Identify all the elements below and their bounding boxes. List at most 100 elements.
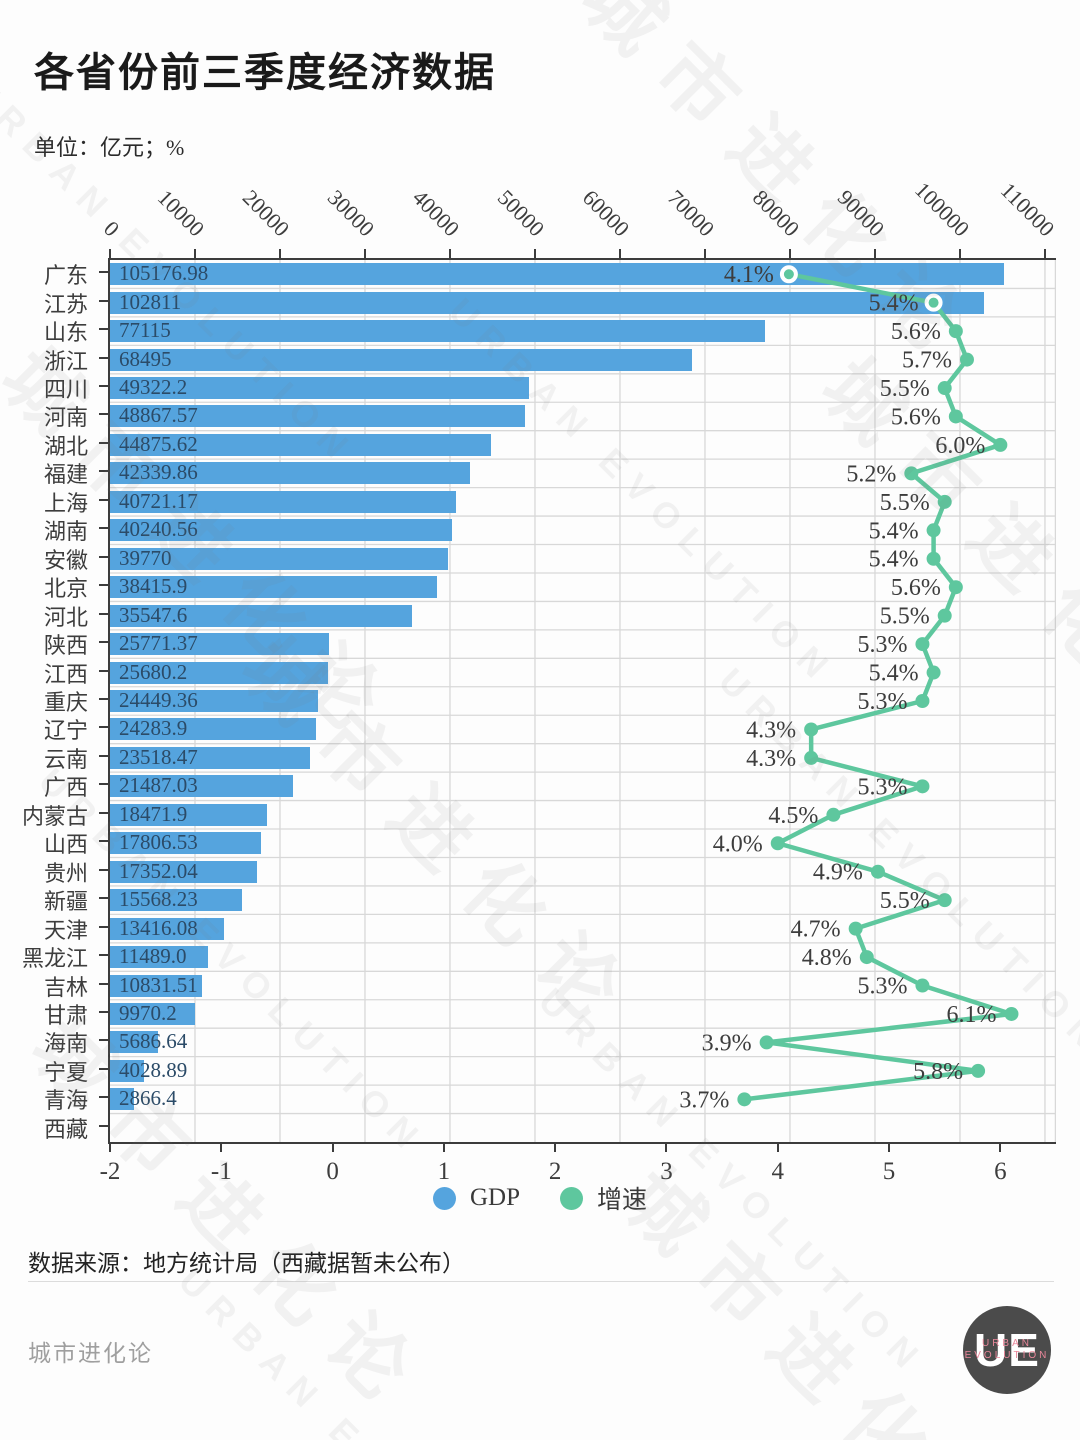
- growth-axis-label: 2: [548, 1158, 562, 1185]
- growth-value-label: 5.6%: [891, 575, 941, 601]
- gdp-bar: [110, 832, 262, 855]
- growth-value-label: 5.3%: [857, 974, 907, 1000]
- gdp-axis-label-text: 0: [98, 215, 125, 242]
- plot-area: 105176.98 102811 77115 68495 49322.2 48867.57…: [108, 258, 1056, 1144]
- province-label: 陕西: [43, 633, 88, 659]
- province-label: 广西: [43, 775, 88, 801]
- ue-logo-caption: URBAN EVOLUTION: [963, 1338, 1051, 1362]
- gdp-bar: [110, 377, 530, 400]
- gdp-bar: [110, 917, 225, 940]
- growth-value-label: 4.8%: [802, 945, 852, 971]
- ue-logo: UE URBAN EVOLUTION: [963, 1306, 1051, 1394]
- y-tick: [99, 441, 108, 444]
- province-label: 重庆: [43, 690, 88, 715]
- y-tick: [99, 413, 108, 416]
- gdp-value: 5686.64: [119, 1029, 188, 1054]
- gdp-value: 17352.04: [119, 858, 198, 883]
- province-label: 黑龙江: [21, 946, 88, 972]
- province-label: 海南: [43, 1031, 88, 1057]
- gdp-value: 35547.6: [119, 602, 188, 627]
- y-tick: [99, 555, 108, 558]
- gdp-value: 17806.53: [119, 830, 198, 855]
- gdp-bar: [110, 291, 984, 314]
- growth-legend-label: 增速: [597, 1187, 648, 1214]
- gdp-value: 68495: [119, 346, 172, 371]
- gdp-value: 25771.37: [119, 631, 198, 656]
- growth-axis-label: 6: [994, 1158, 1007, 1185]
- growth-axis-tick: [331, 1142, 334, 1152]
- growth-value-label: 5.5%: [880, 490, 930, 516]
- province-label: 吉林: [43, 974, 88, 1000]
- gdp-bar: [110, 1059, 145, 1082]
- growth-marker: [848, 921, 863, 936]
- growth-axis-label: 5: [882, 1158, 896, 1185]
- gdp-value: 9970.2: [119, 1000, 177, 1025]
- growth-value-label: 5.4%: [869, 291, 919, 317]
- growth-marker: [759, 1035, 774, 1050]
- growth-value-label: 4.1%: [724, 262, 774, 288]
- growth-value-label: 5.6%: [891, 404, 941, 430]
- growth-marker: [779, 265, 798, 284]
- y-tick: [99, 299, 108, 302]
- growth-value-label: 4.9%: [813, 860, 863, 886]
- gdp-bar: [110, 1031, 159, 1054]
- growth-value-label: 5.7%: [902, 348, 952, 374]
- gdp-value: 2866.4: [119, 1086, 177, 1111]
- province-label: 浙江: [43, 348, 88, 374]
- growth-axis-tick: [220, 1142, 223, 1152]
- growth-marker: [915, 978, 930, 993]
- growth-marker: [826, 807, 841, 822]
- growth-marker: [915, 779, 930, 794]
- y-tick: [99, 698, 108, 700]
- y-tick: [99, 982, 108, 985]
- gdp-value: 42339.86: [119, 460, 198, 485]
- watermark-text: URBAN EVOLUTION: [170, 1260, 575, 1440]
- growth-value-label: 5.2%: [846, 461, 896, 487]
- growth-axis-label: 3: [660, 1158, 673, 1185]
- y-tick: [99, 954, 108, 957]
- gdp-bar: [110, 490, 457, 513]
- province-label: 上海: [43, 490, 88, 516]
- y-tick: [99, 612, 108, 615]
- y-tick: [99, 868, 108, 871]
- growth-value-label: 5.6%: [891, 319, 941, 345]
- province-label: 甘肃: [43, 1002, 88, 1028]
- growth-marker: [1004, 1006, 1019, 1021]
- growth-value-label: 3.7%: [679, 1087, 729, 1113]
- gdp-bar: [110, 661, 329, 684]
- province-label: 内蒙古: [21, 803, 88, 829]
- ue-logo-caption-bottom: EVOLUTION: [964, 1350, 1050, 1361]
- gdp-bar: [110, 519, 453, 542]
- province-label: 山西: [43, 832, 88, 858]
- growth-value-label: 4.0%: [713, 831, 763, 857]
- gdp-axis-tick: [618, 249, 621, 258]
- gdp-axis-tick: [703, 249, 706, 258]
- growth-value-label: 5.4%: [869, 547, 919, 573]
- gdp-value: 18471.9: [119, 801, 188, 826]
- growth-axis-tick: [109, 1142, 111, 1152]
- growth-axis-tick: [442, 1142, 445, 1152]
- gdp-axis-tick: [533, 249, 536, 258]
- y-tick: [99, 1010, 108, 1013]
- legend-item-growth: 增速: [560, 1180, 647, 1216]
- growth-marker: [937, 494, 952, 509]
- gdp-value: 39770: [119, 545, 172, 570]
- growth-marker: [937, 381, 952, 396]
- gdp-value: 23518.47: [119, 744, 198, 769]
- gdp-axis-label-text: 60000: [577, 184, 635, 242]
- growth-marker: [937, 893, 952, 908]
- gdp-bar: [110, 775, 293, 798]
- growth-marker: [924, 293, 943, 312]
- gdp-value: 40721.17: [119, 488, 198, 513]
- growth-marker: [937, 608, 952, 623]
- gdp-value: 38415.9: [119, 574, 188, 599]
- gdp-axis-tick: [788, 249, 791, 258]
- chart-legend: GDP 增速: [0, 1180, 1080, 1216]
- y-tick: [99, 271, 108, 274]
- growth-value-label: 5.5%: [880, 604, 930, 630]
- gdp-legend-label: GDP: [469, 1184, 520, 1211]
- gdp-value: 11489.0: [119, 944, 187, 969]
- province-label: 广东: [43, 263, 88, 289]
- province-label: 山东: [43, 320, 88, 346]
- growth-marker: [993, 437, 1008, 452]
